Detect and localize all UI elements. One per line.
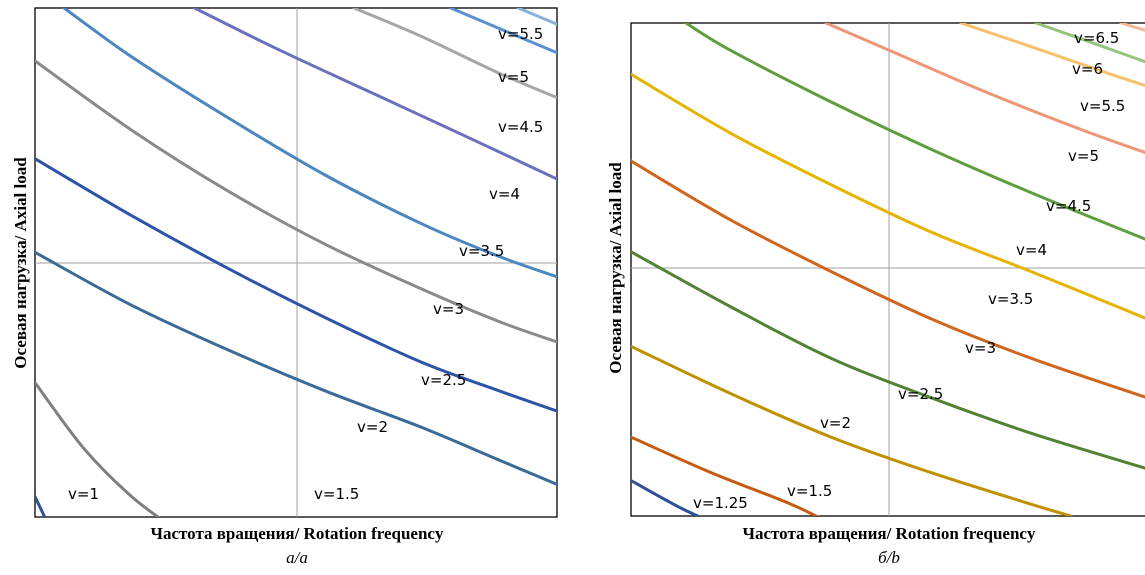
chart-b-series-v-5-5 [1034, 23, 1145, 64]
chart-a-label-v2-5: v=2.5 [421, 371, 466, 389]
chart-b-curves [631, 23, 1145, 516]
chart-b-label-v1-5: v=1.5 [787, 482, 832, 500]
chart-b-series-v-2-5 [631, 250, 1145, 470]
chart-b-label-v4: v=4 [1016, 241, 1047, 259]
chart-b-series-v-2 [631, 344, 1073, 516]
chart-a-label-v3-5: v=3.5 [459, 242, 504, 260]
chart-a-series-v-2-5 [35, 157, 557, 413]
chart-b-label-v6: v=6 [1072, 60, 1103, 78]
chart-a-label-v4: v=4 [489, 185, 520, 203]
chart-b-label-v6-5: v=6.5 [1074, 29, 1119, 47]
chart-a-series-v-3-5 [62, 8, 557, 279]
chart-b-plot-area [630, 22, 1145, 517]
chart-b-label-v5-5: v=5.5 [1080, 97, 1125, 115]
chart-b: v=1.25 v=1.5 v=2 v=2.5 v=3 v=3.5 v=4 v=4… [606, 22, 1145, 567]
chart-a-series-v-5 [449, 8, 557, 55]
chart-b-label-v2: v=2 [820, 414, 851, 432]
chart-b-label-v5: v=5 [1068, 147, 1099, 165]
chart-a-series-v-4-5 [352, 8, 557, 100]
chart-b-series-v-4 [684, 23, 1145, 241]
chart-a-label-v1-5: v=1.5 [314, 485, 359, 503]
chart-b-label-v2-5: v=2.5 [898, 385, 943, 403]
chart-a-y-axis-title: Осевая нагрузка/ Axial load [11, 157, 30, 369]
chart-b-label-v4-5: v=4.5 [1046, 197, 1091, 215]
chart-b-x-axis-title: Частота вращения/ Rotation frequency [743, 524, 1036, 543]
chart-b-caption: б/b [878, 548, 900, 567]
chart-a-series-v-1 [35, 495, 47, 517]
chart-a-label-v5-5: v=5.5 [498, 25, 543, 43]
chart-b-series-v-3-5 [631, 72, 1145, 320]
chart-b-series-v-6 [1119, 23, 1145, 32]
chart-a-series-v-4 [193, 8, 557, 181]
chart-b-series-v-1-25 [631, 479, 702, 516]
chart-a-series-v-3 [35, 59, 557, 344]
chart-a-caption: а/a [286, 548, 308, 567]
chart-b-label-v1-25: v=1.25 [693, 494, 748, 512]
chart-b-series-v-5 [959, 23, 1145, 88]
chart-a-x-axis-title: Частота вращения/ Rotation frequency [151, 524, 444, 543]
chart-b-series-v-3 [631, 159, 1145, 399]
chart-b-y-axis-title: Осевая нагрузка/ Axial load [606, 162, 625, 374]
chart-a-label-v4-5: v=4.5 [498, 118, 543, 136]
chart-a-series-v-2 [35, 250, 557, 486]
chart-a-label-v1: v=1 [68, 485, 99, 503]
chart-a-curves [35, 8, 557, 517]
chart-b-label-v3-5: v=3.5 [988, 290, 1033, 308]
chart-a-label-v5: v=5 [498, 68, 529, 86]
chart-a-series-v-1-5 [35, 381, 161, 517]
chart-b-label-v3: v=3 [965, 339, 996, 357]
chart-a-label-v3: v=3 [433, 300, 464, 318]
chart-b-series-v-4-5 [824, 23, 1145, 155]
chart-a-series-v-5-5 [516, 8, 557, 26]
chart-b-series-v-1-5 [631, 435, 820, 516]
chart-a-label-v2: v=2 [357, 418, 388, 436]
chart-a: v=1 v=1.5 v=2 v=2.5 v=3 v=3.5 v=4 v=4.5 … [11, 7, 558, 567]
